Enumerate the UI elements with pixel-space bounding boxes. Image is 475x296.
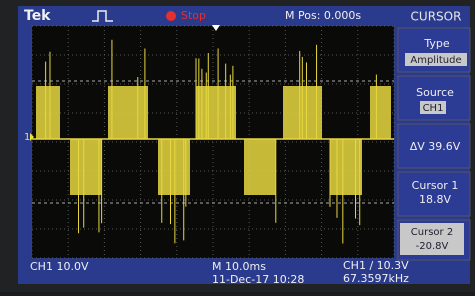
pulse-block — [70, 139, 102, 195]
frequency: 67.3597kHz — [343, 272, 409, 285]
datetime: 11-Dec-17 10:28 — [212, 273, 304, 286]
cursor1-label: Cursor 1 — [412, 179, 459, 192]
menu-title: CURSOR — [411, 10, 462, 24]
position: M Pos: 0.000s — [285, 9, 361, 22]
stop-icon — [166, 11, 176, 21]
oscilloscope: Tek Stop M Pos: 0.000s CURSOR Type Ampli… — [0, 0, 475, 292]
pulse-block — [108, 86, 148, 139]
pulse-block — [244, 139, 276, 195]
cursor2-label: Cursor 2 — [411, 227, 453, 238]
pulse-block — [370, 86, 391, 139]
pulse-block — [36, 86, 60, 139]
type-value: Amplitude — [410, 55, 461, 66]
delta-readout: ΔV 39.6V — [410, 140, 461, 153]
channel-marker: 1 — [24, 132, 30, 143]
brand: Tek — [24, 8, 51, 24]
pulse-block — [330, 139, 362, 195]
source-label: Source — [416, 86, 454, 99]
source-value: CH1 — [423, 103, 444, 114]
cursor2-value: -20.8V — [416, 241, 449, 252]
channel-scale: CH1 10.0V — [30, 260, 89, 273]
cursor1-value: 18.8V — [419, 193, 451, 206]
type-label: Type — [423, 37, 449, 50]
pulse-block — [158, 139, 190, 195]
run-state: Stop — [181, 9, 206, 22]
timebase: M 10.0ms — [212, 260, 266, 273]
trigger-setting: CH1 ∕ 10.3V — [343, 259, 409, 272]
